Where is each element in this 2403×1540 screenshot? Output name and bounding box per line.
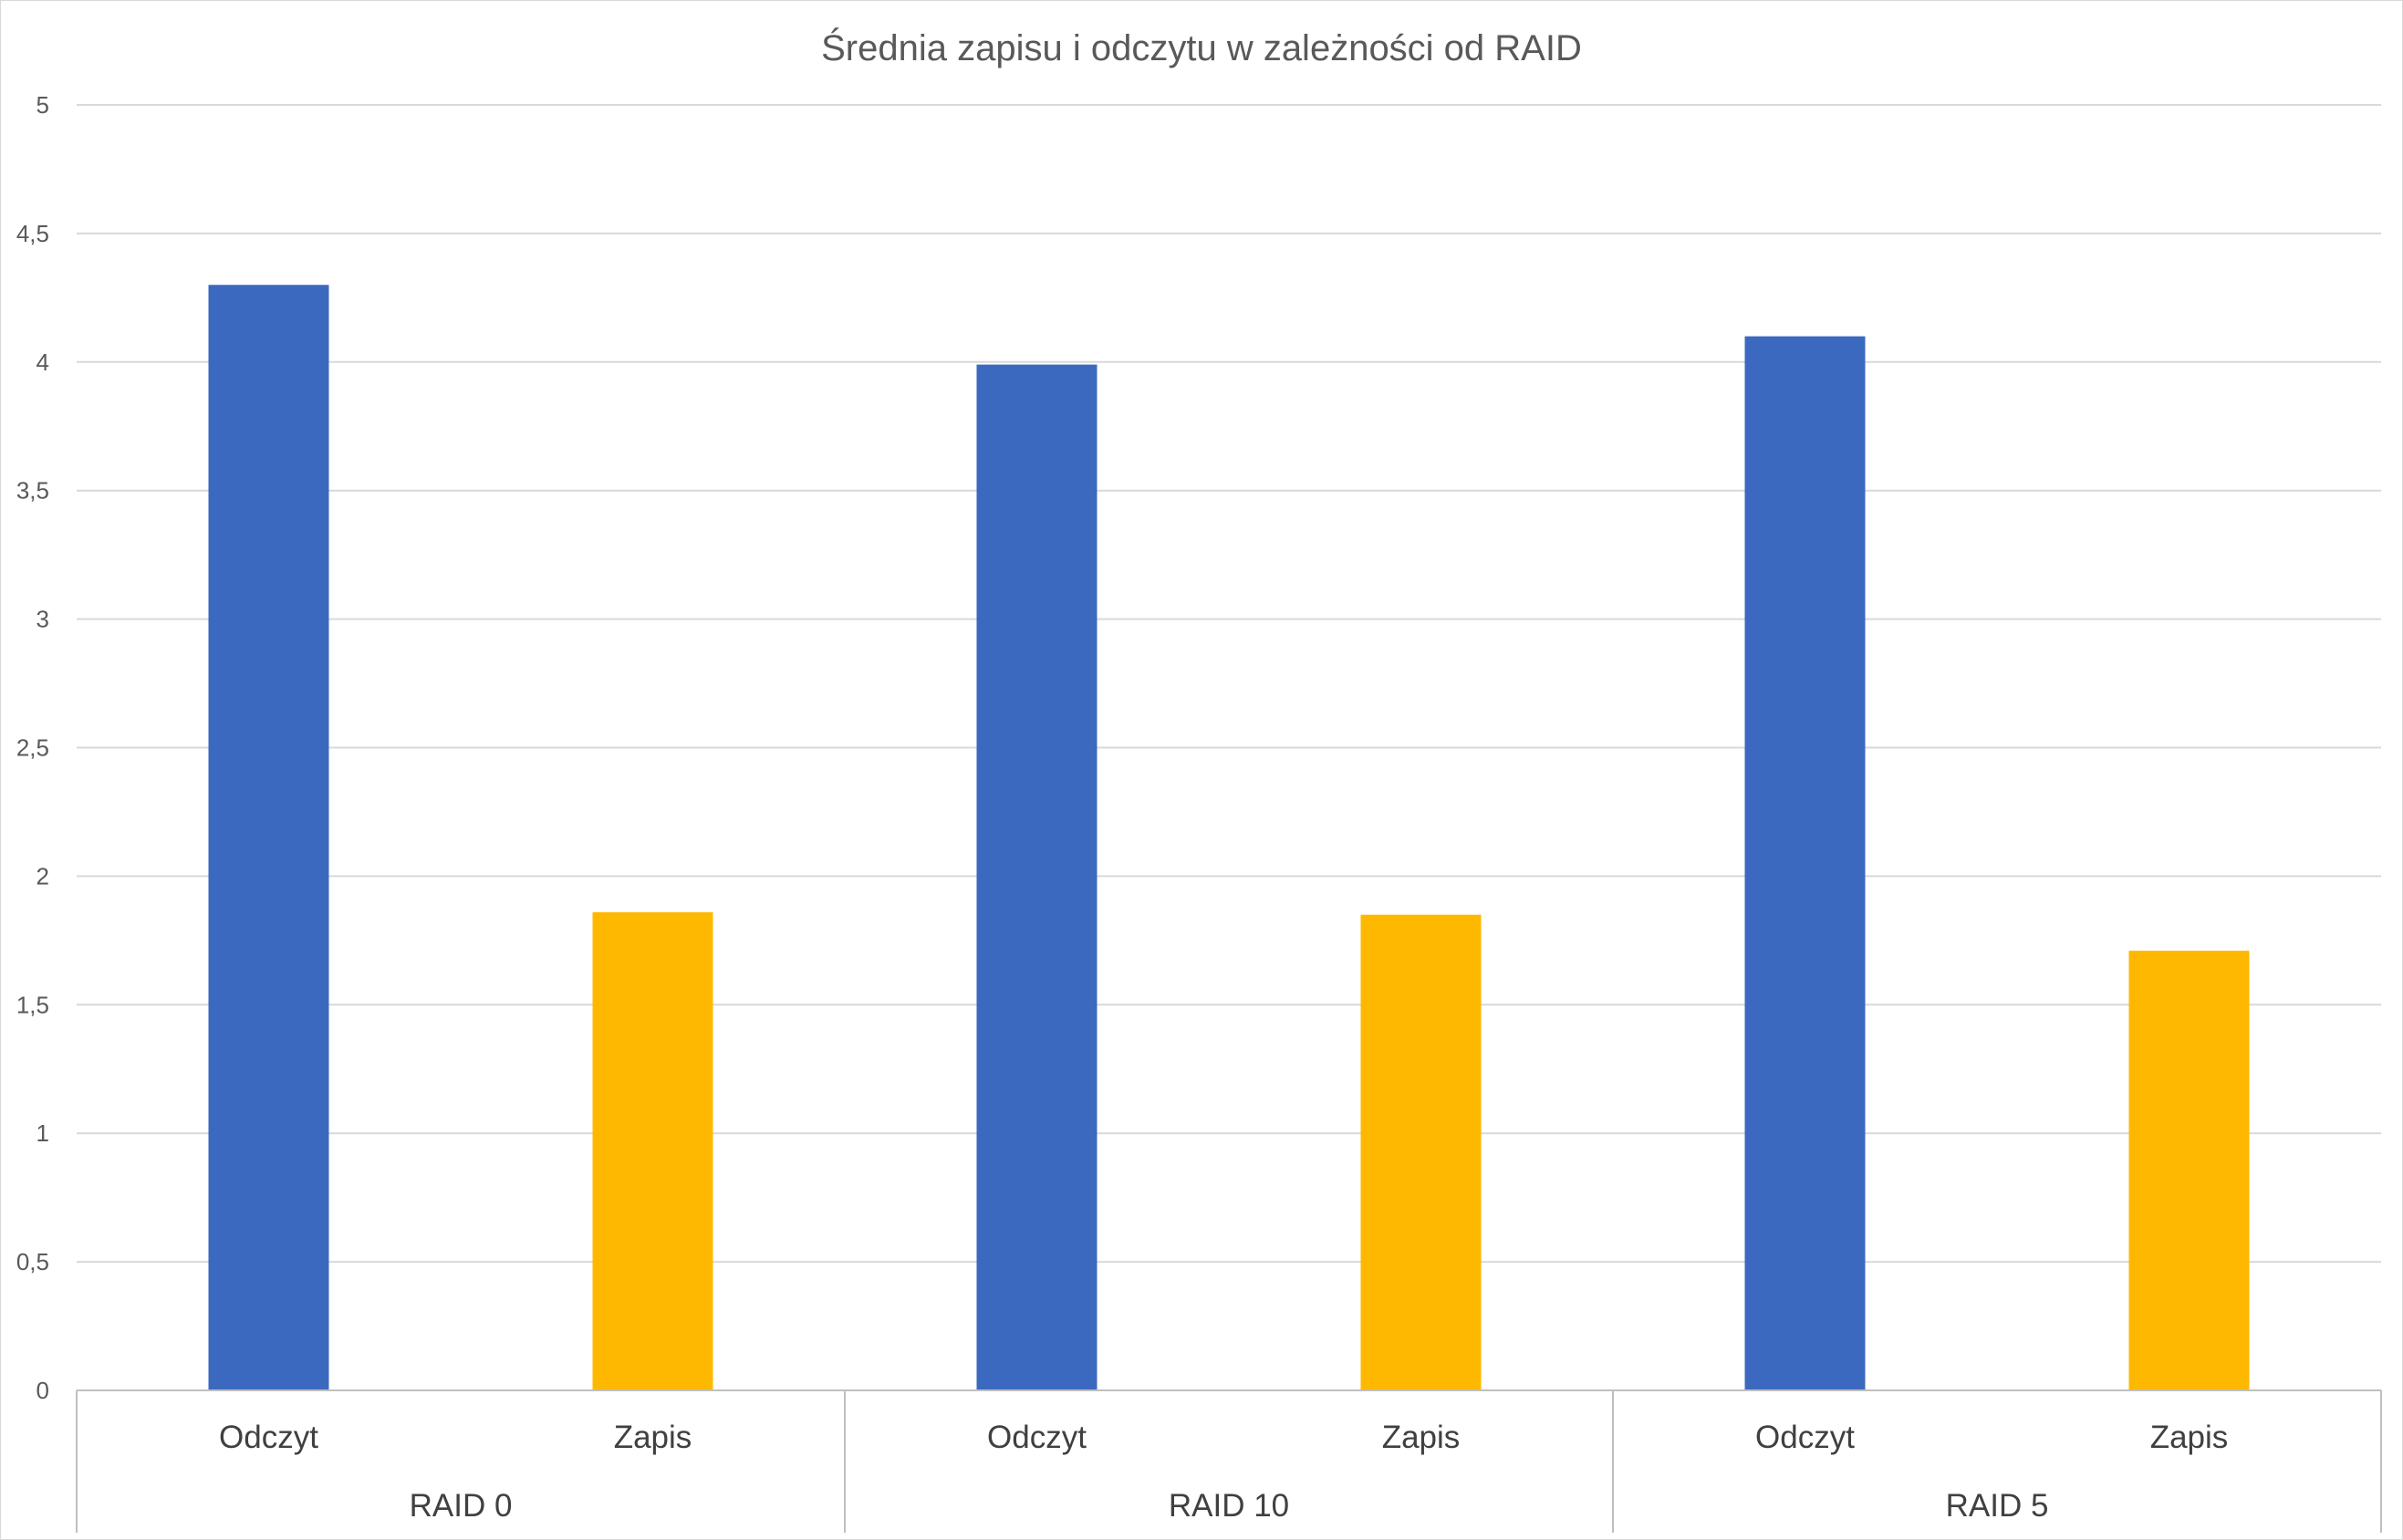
- bar-zapis: [1360, 914, 1482, 1390]
- x-category-label: Odczyt: [219, 1420, 318, 1455]
- y-tick-label: 1,5: [16, 991, 49, 1018]
- y-tick-label: 2: [36, 862, 49, 890]
- y-tick-label: 4,5: [16, 220, 49, 247]
- y-axis: 0 0,5 1 1,5 2 2,5 3 3,5 4 4,5 5: [16, 91, 49, 1404]
- y-tick-label: 0: [36, 1377, 49, 1404]
- y-tick-label: 3: [36, 606, 49, 633]
- x-axis: Odczyt Zapis RAID 0 Odczyt Zapis RAID 10 Odczy…: [76, 1389, 2382, 1533]
- x-category-label: Zapis: [1382, 1420, 1461, 1455]
- x-category-label: Zapis: [614, 1420, 692, 1455]
- bars: [208, 285, 2250, 1390]
- y-tick-label: 5: [36, 91, 49, 119]
- bar-odczyt: [976, 364, 1097, 1390]
- bar-zapis: [2128, 951, 2250, 1390]
- x-group-label: RAID 10: [1169, 1488, 1289, 1524]
- y-tick-label: 4: [36, 349, 49, 376]
- x-category-label: Odczyt: [987, 1420, 1087, 1455]
- y-tick-label: 3,5: [16, 477, 49, 505]
- bar-odczyt: [1744, 336, 1866, 1390]
- x-group-label: RAID 0: [410, 1488, 513, 1524]
- bar-odczyt: [208, 285, 329, 1390]
- x-category-label: Zapis: [2150, 1420, 2229, 1455]
- bar-zapis: [592, 911, 713, 1390]
- chart-title: Średnia zapisu i odczytu w zależności od…: [821, 26, 1582, 68]
- y-tick-label: 1: [36, 1119, 49, 1147]
- y-tick-label: 0,5: [16, 1248, 49, 1275]
- x-group-label: RAID 5: [1946, 1488, 2049, 1524]
- y-tick-label: 2,5: [16, 734, 49, 762]
- x-category-label: Odczyt: [1755, 1420, 1855, 1455]
- gridlines: [77, 104, 2381, 1264]
